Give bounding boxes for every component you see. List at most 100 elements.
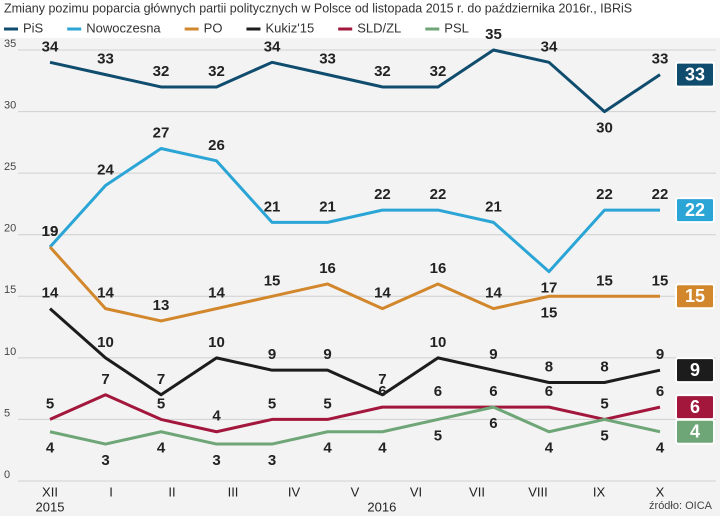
data-label: 32 (208, 63, 225, 80)
data-label: 10 (208, 334, 225, 351)
data-label: 3 (268, 452, 276, 469)
year-label: 2015 (36, 499, 65, 514)
end-box (675, 357, 715, 384)
data-label: 8 (545, 358, 553, 375)
data-label: 16 (430, 260, 447, 277)
data-label: 15 (264, 272, 281, 289)
data-label: 15 (596, 272, 613, 289)
data-label: 21 (264, 198, 281, 215)
series-line (49, 405, 661, 446)
legend-label: Nowoczesna (86, 20, 161, 35)
data-label: 7 (378, 371, 386, 388)
data-label: 4 (46, 440, 55, 457)
y-tick-label: 0 (4, 469, 10, 481)
series-line (49, 307, 661, 397)
data-label: 10 (430, 334, 447, 351)
series-line (48, 246, 660, 323)
plot-background (0, 38, 720, 516)
data-label: 32 (153, 63, 170, 80)
y-tick-label: 20 (4, 223, 16, 235)
end-box (675, 283, 715, 310)
x-tick-label: V (351, 484, 360, 499)
data-label: 6 (656, 383, 664, 400)
data-label: 14 (485, 285, 502, 302)
data-label: 22 (374, 186, 391, 203)
x-tick-label: VII (469, 484, 485, 499)
x-tick-label: X (656, 484, 665, 499)
data-label: 6 (434, 383, 442, 400)
legend-label: PiS (23, 20, 44, 35)
data-label: 34 (42, 38, 59, 55)
data-label: 33 (652, 51, 669, 68)
data-label: 22 (596, 186, 613, 203)
data-label: 15 (541, 304, 558, 321)
data-label: 6 (378, 383, 386, 400)
x-tick-label: I (109, 484, 113, 499)
x-tick-label: II (168, 484, 175, 499)
legend-label: Kukiz'15 (265, 20, 314, 35)
data-label: 5 (434, 427, 442, 444)
data-label: 34 (541, 38, 558, 55)
data-label: 8 (600, 358, 608, 375)
data-label: 7 (101, 371, 109, 388)
data-label: 32 (430, 63, 447, 80)
chart-title: Zmiany pozimu poparcia głównych partii p… (4, 1, 632, 15)
end-box (675, 418, 715, 445)
data-label: 14 (374, 285, 391, 302)
end-value: 33 (685, 64, 705, 84)
legend-label: PSL (444, 20, 469, 35)
source: źródło: OICA (649, 500, 713, 512)
end-value: 9 (690, 360, 700, 380)
data-label: 15 (652, 272, 669, 289)
data-label: 9 (489, 346, 497, 363)
data-label: 5 (46, 395, 54, 412)
x-tick-label: XII (42, 484, 58, 499)
data-label: 5 (600, 395, 608, 412)
data-label: 14 (97, 285, 114, 302)
y-tick-label: 5 (4, 407, 10, 419)
data-label: 21 (319, 198, 336, 215)
data-label: 16 (319, 260, 336, 277)
data-label: 4 (545, 440, 554, 457)
data-label: 4 (212, 408, 221, 425)
end-box (675, 197, 715, 224)
x-tick-label: VIII (528, 484, 548, 499)
series-line (49, 393, 661, 434)
data-label: 5 (600, 427, 608, 444)
data-label: 5 (323, 395, 331, 412)
data-label: 4 (323, 440, 332, 457)
data-label: 9 (268, 346, 276, 363)
series-line (49, 48, 661, 114)
data-label: 21 (485, 198, 502, 215)
data-label: 33 (97, 51, 114, 68)
y-tick-label: 15 (4, 284, 16, 296)
end-value: 4 (690, 421, 700, 441)
series-line (48, 147, 660, 274)
y-tick-label: 10 (4, 346, 16, 358)
x-tick-label: VI (410, 484, 422, 499)
y-tick-label: 25 (4, 161, 16, 173)
y-tick-label: 35 (4, 38, 16, 50)
data-label: 14 (42, 285, 59, 302)
data-label: 13 (153, 297, 170, 314)
data-label: 19 (42, 223, 59, 240)
data-label: 5 (268, 395, 276, 412)
end-value: 6 (690, 397, 700, 417)
data-label: 24 (97, 161, 114, 178)
end-box (675, 61, 715, 88)
data-label: 3 (212, 452, 220, 469)
legend-label: SLD/ZL (357, 20, 401, 35)
data-label: 7 (157, 371, 165, 388)
data-label: 4 (378, 440, 387, 457)
data-label: 19 (42, 223, 59, 240)
data-label: 26 (208, 137, 225, 154)
data-label: 17 (541, 280, 558, 297)
data-label: 35 (485, 26, 502, 43)
data-label: 32 (374, 63, 391, 80)
data-label: 14 (208, 285, 225, 302)
data-label: 9 (656, 346, 664, 363)
legend-label: PO (204, 20, 223, 35)
x-tick-label: III (228, 484, 239, 499)
end-value: 15 (685, 286, 705, 306)
